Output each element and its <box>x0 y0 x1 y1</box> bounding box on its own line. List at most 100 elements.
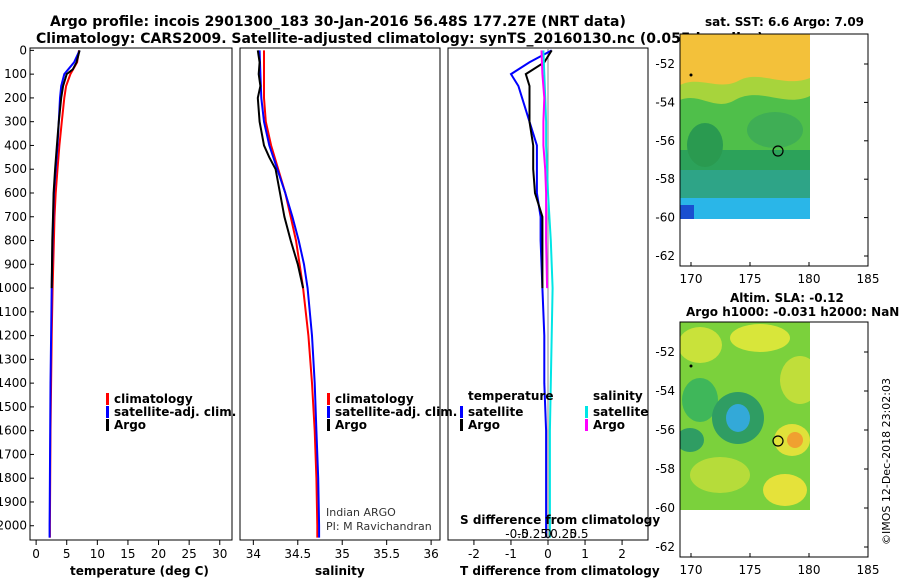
map-x-tick-label: 185 <box>857 563 880 577</box>
map-y-tick-label: -60 <box>655 501 675 515</box>
sal-legend-label-argo: Argo <box>335 418 367 432</box>
depth-tick-label: 200 <box>4 91 27 105</box>
depth-tick-label: 400 <box>4 138 27 152</box>
difference-series-line-2 <box>542 50 554 538</box>
legend-swatch-argo <box>106 419 109 431</box>
series-line-0 <box>263 50 319 538</box>
x-tick-label: 34.5 <box>284 547 311 561</box>
sst-map-frame <box>679 33 869 267</box>
difference-legend-temperature: temperature satellite Argo <box>460 389 553 432</box>
depth-tick-label: 900 <box>4 257 27 271</box>
sst-map-title: sat. SST: 6.6 Argo: 7.09 <box>705 15 864 29</box>
x-tick-label: 10 <box>90 547 105 561</box>
title-line-2: Climatology: CARS2009. Satellite-adjuste… <box>36 31 764 47</box>
depth-tick-label: 800 <box>4 234 27 248</box>
series-line-1 <box>48 49 81 538</box>
legend-label-sal-satellite: satellite <box>593 405 648 419</box>
sla-argo-marker <box>772 435 784 447</box>
depth-tick-label: 1600 <box>0 424 27 438</box>
sal-legend-label-satellite-adj: satellite-adj. clim. <box>335 405 457 419</box>
depth-tick-label: 1000 <box>0 281 27 295</box>
sst-map-field <box>680 34 810 219</box>
sla-small-marker <box>689 364 693 368</box>
s-difference-label: S difference from climatology <box>460 513 660 527</box>
difference-x-ticks: -2 -1 0 1 2 <box>468 540 626 561</box>
depth-tick-label: 1700 <box>0 447 27 461</box>
legend-label-temp-satellite: satellite <box>468 405 523 419</box>
legend-label-satellite-adj: satellite-adj. clim. <box>114 405 236 419</box>
x-tick-label: 25 <box>182 547 197 561</box>
legend-label-argo: Argo <box>114 418 146 432</box>
x-tick-label: 36 <box>423 547 438 561</box>
x-tick-label: 35 <box>335 547 350 561</box>
salinity-plot-frame <box>239 47 441 541</box>
x-tick-label: 1 <box>581 547 589 561</box>
depth-tick-label: 1900 <box>0 495 27 509</box>
map-y-tick-label: -56 <box>655 423 675 437</box>
sla-map-frame <box>679 321 869 558</box>
s-tick-label: 0.25 <box>550 527 577 541</box>
depth-tick-label: 1500 <box>0 400 27 414</box>
depth-tick-label: 1200 <box>0 329 27 343</box>
credit-pi: PI: M Ravichandran <box>326 520 432 533</box>
depth-tick-label: 2000 <box>0 519 27 533</box>
sst-map: sat. SST: 6.6 Argo: 7.09 -52 -54 -56 -58 -60… <box>655 15 879 286</box>
map-x-tick-label: 175 <box>739 272 762 286</box>
temperature-legend: climatology satellite-adj. clim. Argo <box>106 392 236 432</box>
sla-map-title-2: Argo h1000: -0.031 h2000: NaN <box>686 305 899 319</box>
salinity-legend: climatology satellite-adj. clim. Argo <box>327 392 457 432</box>
x-tick-label: 34 <box>246 547 261 561</box>
depth-tick-label: 1400 <box>0 376 27 390</box>
depth-tick-label: 1300 <box>0 352 27 366</box>
x-tick-label: -2 <box>468 547 480 561</box>
map-y-tick-label: -58 <box>655 172 675 186</box>
map-y-tick-label: -62 <box>655 540 675 554</box>
sst-small-marker <box>689 73 693 77</box>
difference-series-line-1 <box>524 49 553 289</box>
x-tick-label: 2 <box>618 547 626 561</box>
depth-tick-label: 300 <box>4 115 27 129</box>
x-tick-label: 35.5 <box>373 547 400 561</box>
x-tick-label: 0 <box>32 547 40 561</box>
sst-argo-marker <box>772 145 784 157</box>
s-tick-label: 0.5 <box>569 527 588 541</box>
depth-tick-label: 0 <box>19 43 27 57</box>
legend-swatch-sal-argo <box>585 419 588 431</box>
series-line-2 <box>256 50 305 289</box>
map-y-tick-label: -60 <box>655 211 675 225</box>
temperature-axis-label: temperature (deg C) <box>70 564 209 578</box>
depth-tick-label: 1100 <box>0 305 27 319</box>
depth-tick-label: 1800 <box>0 471 27 485</box>
sla-map-ticks: -52 -54 -56 -58 -60 -62 170 175 180 185 <box>655 345 879 577</box>
map-y-tick-label: -52 <box>655 57 675 71</box>
map-y-tick-label: -56 <box>655 134 675 148</box>
s-tick-label: -0.5 <box>505 527 528 541</box>
title-line-1: Argo profile: incois 2901300_183 30-Jan-… <box>50 14 626 30</box>
x-tick-label: 20 <box>151 547 166 561</box>
map-y-tick-label: -52 <box>655 345 675 359</box>
depth-tick-label: 700 <box>4 210 27 224</box>
x-tick-label: 15 <box>120 547 135 561</box>
sla-map-title-1: Altim. SLA: -0.12 <box>730 291 844 305</box>
series-line-1 <box>258 50 321 538</box>
sla-map-field <box>680 322 810 510</box>
legend-swatch-temp-argo <box>460 419 463 431</box>
difference-series-line-3 <box>540 50 549 289</box>
map-y-tick-label: -54 <box>655 95 675 109</box>
temperature-x-ticks: 0 5 10 15 20 25 30 <box>32 540 227 561</box>
depth-tick-label: 500 <box>4 162 27 176</box>
legend-swatch-sal-satellite <box>585 406 588 418</box>
map-x-tick-label: 170 <box>680 563 703 577</box>
x-tick-label: -1 <box>505 547 517 561</box>
difference-legend-salinity: salinity satellite Argo <box>585 389 648 432</box>
legend-label-temp-argo: Argo <box>468 418 500 432</box>
map-x-tick-label: 175 <box>739 563 762 577</box>
map-y-tick-label: -58 <box>655 462 675 476</box>
map-y-tick-label: -54 <box>655 384 675 398</box>
map-x-tick-label: 170 <box>680 272 703 286</box>
map-y-tick-label: -62 <box>655 249 675 263</box>
sla-map: Altim. SLA: -0.12 Argo h1000: -0.031 h20… <box>655 291 899 577</box>
salinity-axis-label: salinity <box>315 564 365 578</box>
series-line-0 <box>48 50 80 538</box>
